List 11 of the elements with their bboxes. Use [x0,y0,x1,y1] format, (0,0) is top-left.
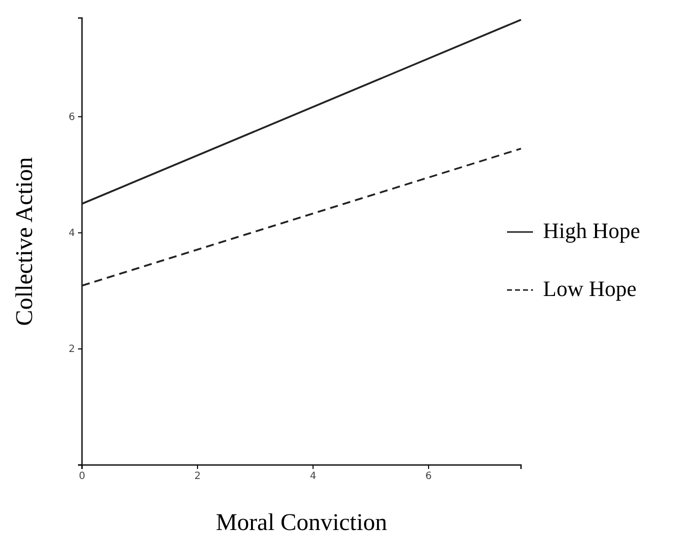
x-axis-title: Moral Conviction [216,510,388,536]
x-tick-label: 6 [425,471,432,482]
legend-label: High Hope [543,218,640,243]
y-tick-label: 6 [68,112,75,123]
y-tick-label: 2 [68,344,75,356]
legend-label: Low Hope [543,276,636,301]
x-tick-label: 0 [78,471,86,482]
x-tick-label: 2 [194,471,201,482]
y-tick-label: 4 [68,228,75,239]
y-axis-title: Collective Action [12,157,38,326]
x-tick-label: 4 [310,471,316,482]
